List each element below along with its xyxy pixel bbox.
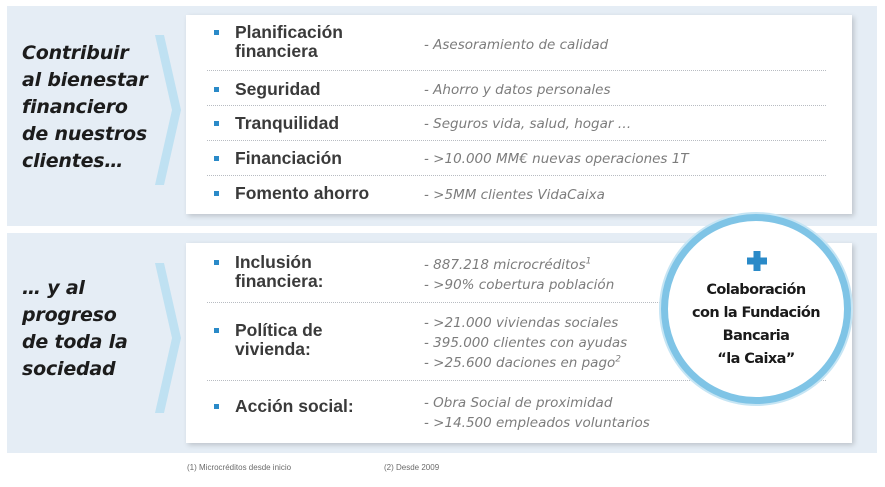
bullet-icon — [214, 156, 219, 161]
bottom-label: Acción social: — [235, 397, 354, 416]
top-description-line: - Ahorro y datos personales — [424, 82, 611, 98]
bottom-description-line: - >25.600 daciones en pago2 — [424, 354, 622, 371]
bottom-description-line: - >14.500 empleados voluntarios — [424, 415, 650, 431]
bottom-description: - 887.218 microcréditos1 - >90% cobertura… — [424, 255, 614, 295]
top-description: - >10.000 MM€ nuevas operaciones 1T — [424, 149, 689, 169]
bullet-icon — [214, 191, 219, 196]
bottom-description-line: - >90% cobertura población — [424, 277, 615, 293]
top-description: - Ahorro y datos personales — [424, 80, 611, 100]
bottom-label-line: Política de — [235, 320, 323, 340]
bottom-description-line: - >21.000 viviendas sociales — [424, 315, 619, 331]
bottom-row: Acción social: - Obra Social de proximida… — [186, 381, 826, 443]
top-label: Fomento ahorro — [235, 184, 369, 203]
bottom-heading-line: … y al — [22, 277, 85, 299]
seal-text-line: “la Caixa” — [717, 351, 795, 367]
bottom-heading: … y al progreso de toda la sociedad — [22, 275, 128, 383]
bullet-icon — [214, 404, 219, 409]
top-description: - Asesoramiento de calidad — [424, 35, 608, 55]
bottom-description-line: - 887.218 microcréditos1 — [424, 256, 592, 273]
top-label-line: Fomento ahorro — [235, 183, 370, 203]
row-divider — [207, 70, 826, 71]
seal-text-line: con la Fundación — [692, 305, 821, 321]
top-label: Financiación — [235, 149, 342, 168]
row-divider — [207, 302, 826, 303]
top-row: Seguridad - Ahorro y datos personales — [186, 71, 826, 106]
top-heading: Contribuir al bienestar financiero de nuest… — [22, 40, 148, 175]
bottom-label-line: vivienda: — [235, 339, 311, 359]
bullet-icon — [214, 30, 219, 35]
chevron-arrow-icon — [155, 35, 181, 185]
seal-text: Colaboración con la Fundación Bancaria “la … — [668, 279, 844, 371]
top-description: - >5MM clientes VidaCaixa — [424, 185, 605, 205]
footnote-marker: 2 — [615, 354, 622, 365]
bottom-label-line: financiera: — [235, 271, 324, 291]
row-divider — [207, 175, 826, 176]
seal-text-line: Bancaria — [722, 328, 790, 344]
footnote-marker: 1 — [585, 256, 592, 267]
top-label-line: Tranquilidad — [235, 113, 340, 133]
top-heading-line: clientes… — [22, 150, 124, 172]
top-heading-line: de nuestros — [22, 123, 147, 145]
bullet-icon — [214, 87, 219, 92]
bottom-description-line: - Obra Social de proximidad — [424, 395, 613, 411]
bottom-row: Política de vivienda: - >21.000 viviendas … — [186, 303, 826, 381]
bottom-label: Inclusión financiera: — [235, 253, 324, 291]
bottom-description: - Obra Social de proximidad - >14.500 emp… — [424, 393, 650, 433]
bottom-description: - >21.000 viviendas sociales - 395.000 cl… — [424, 313, 627, 373]
bottom-heading-line: sociedad — [22, 358, 116, 380]
top-description-line: - >10.000 MM€ nuevas operaciones 1T — [424, 151, 689, 167]
top-label: Planificación financiera — [235, 23, 343, 61]
top-description-line: - >5MM clientes VidaCaixa — [424, 187, 605, 203]
bullet-icon — [214, 260, 219, 265]
seal-text-line: Colaboración — [706, 282, 806, 298]
top-label: Seguridad — [235, 80, 321, 99]
bottom-label-line: Inclusión — [235, 252, 312, 272]
bottom-heading-line: progreso — [22, 304, 117, 326]
top-label-line: Financiación — [235, 148, 342, 168]
top-heading-line: Contribuir — [22, 42, 129, 64]
top-card: Planificación financiera - Asesoramiento d… — [186, 15, 852, 214]
top-row: Tranquilidad - Seguros vida, salud, hogar… — [186, 106, 826, 141]
plus-icon — [747, 251, 767, 271]
bottom-heading-line: de toda la — [22, 331, 128, 353]
footnote-1: (1) Microcréditos desde inicio — [187, 463, 292, 472]
top-label: Tranquilidad — [235, 114, 339, 133]
top-label-line: financiera — [235, 41, 318, 61]
top-heading-line: financiero — [22, 96, 128, 118]
chevron-arrow-icon — [155, 263, 181, 413]
top-row: Financiación - >10.000 MM€ nuevas operaci… — [186, 141, 826, 176]
footnote-2: (2) Desde 2009 — [384, 463, 440, 472]
bottom-label: Política de vivienda: — [235, 321, 323, 359]
top-row: Fomento ahorro - >5MM clientes VidaCaixa — [186, 176, 826, 214]
row-divider — [207, 140, 826, 141]
bottom-label-line: Acción social: — [235, 396, 354, 416]
top-label-line: Seguridad — [235, 79, 321, 99]
top-heading-line: al bienestar — [22, 69, 148, 91]
bottom-row: Inclusión financiera: - 887.218 microcrédi… — [186, 243, 826, 303]
fundacion-seal: Colaboración con la Fundación Bancaria “la … — [661, 214, 851, 404]
top-description-line: - Asesoramiento de calidad — [424, 37, 609, 53]
bottom-description-line: - 395.000 clientes con ayudas — [424, 335, 628, 351]
top-description: - Seguros vida, salud, hogar … — [424, 114, 631, 134]
top-label-line: Planificación — [235, 22, 343, 42]
row-divider — [207, 105, 826, 106]
top-row: Planificación financiera - Asesoramiento d… — [186, 15, 826, 71]
bullet-icon — [214, 328, 219, 333]
row-divider — [207, 380, 826, 381]
bullet-icon — [214, 121, 219, 126]
top-description-line: - Seguros vida, salud, hogar … — [424, 116, 632, 132]
